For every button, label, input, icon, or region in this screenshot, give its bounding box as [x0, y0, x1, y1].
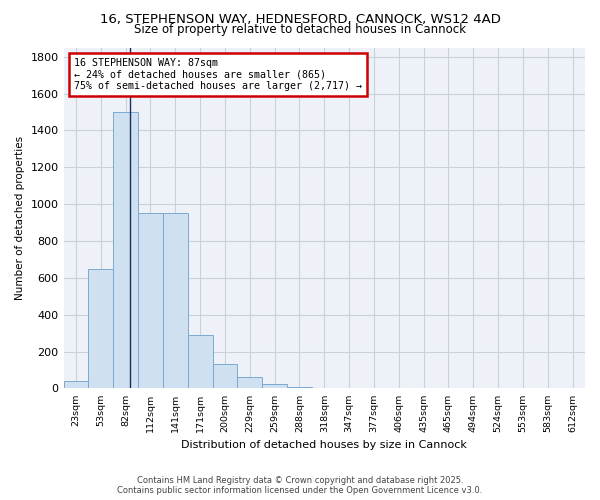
Bar: [262, 384, 287, 388]
Bar: [113, 112, 138, 388]
Bar: [64, 381, 88, 388]
Text: Size of property relative to detached houses in Cannock: Size of property relative to detached ho…: [134, 22, 466, 36]
Text: 16 STEPHENSON WAY: 87sqm
← 24% of detached houses are smaller (865)
75% of semi-: 16 STEPHENSON WAY: 87sqm ← 24% of detach…: [74, 58, 362, 91]
Text: 16, STEPHENSON WAY, HEDNESFORD, CANNOCK, WS12 4AD: 16, STEPHENSON WAY, HEDNESFORD, CANNOCK,…: [100, 12, 500, 26]
Bar: [287, 386, 312, 388]
Bar: [212, 364, 238, 388]
Bar: [188, 335, 212, 388]
Bar: [88, 268, 113, 388]
Bar: [238, 378, 262, 388]
Y-axis label: Number of detached properties: Number of detached properties: [15, 136, 25, 300]
Bar: [163, 214, 188, 388]
X-axis label: Distribution of detached houses by size in Cannock: Distribution of detached houses by size …: [181, 440, 467, 450]
Text: Contains HM Land Registry data © Crown copyright and database right 2025.
Contai: Contains HM Land Registry data © Crown c…: [118, 476, 482, 495]
Bar: [138, 214, 163, 388]
